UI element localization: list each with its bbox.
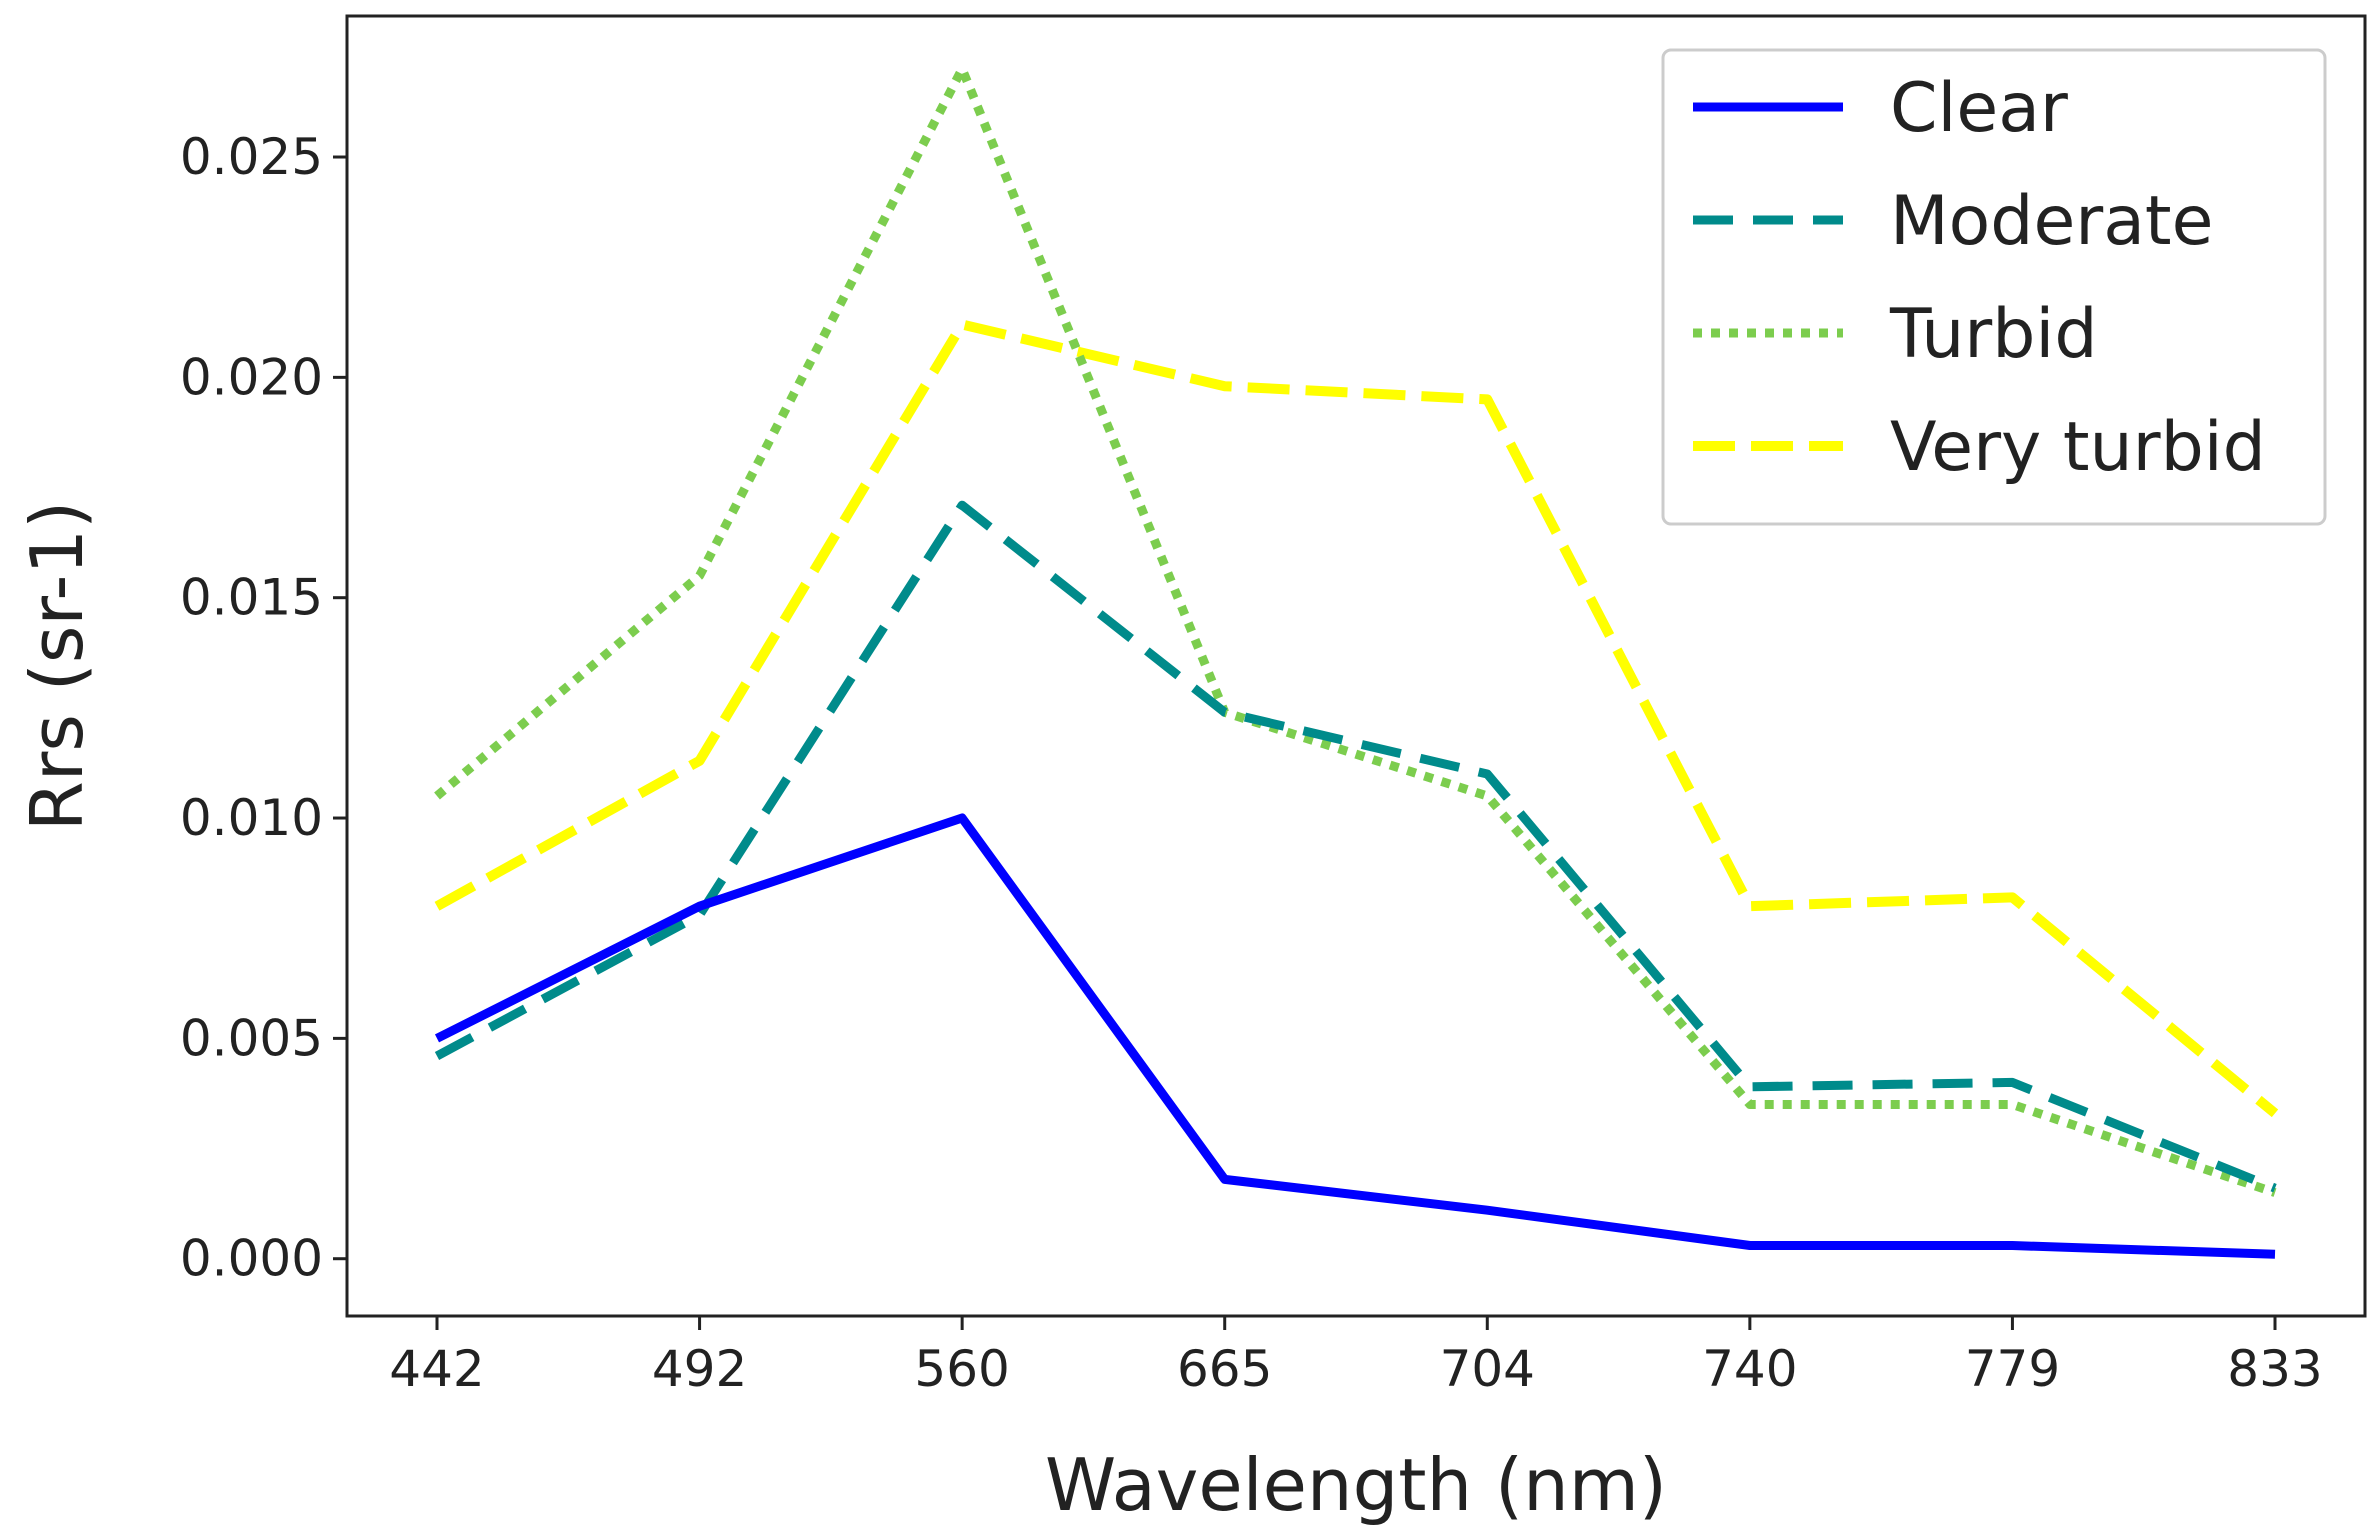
x-tick-label: 779 xyxy=(1965,1340,2060,1398)
legend-label-turbid: Turbid xyxy=(1889,295,2098,374)
y-tick-label: 0.000 xyxy=(180,1230,323,1288)
y-tick-label: 0.025 xyxy=(180,128,323,186)
series-line-very-turbid xyxy=(434,319,2279,1118)
y-axis-title: Rrs (sr-1) xyxy=(15,501,99,832)
x-tick-label: 740 xyxy=(1702,1340,1797,1398)
y-tick-label: 0.015 xyxy=(180,569,323,627)
legend-label-moderate: Moderate xyxy=(1890,182,2213,261)
x-tick-label: 560 xyxy=(914,1340,1009,1398)
y-tick-label: 0.010 xyxy=(180,789,323,847)
series-line-clear xyxy=(434,813,2276,1259)
legend-box xyxy=(1661,48,2327,526)
x-tick-label: 704 xyxy=(1440,1340,1535,1398)
axis-ticks: 442 492 560 665 704 740 779 833 0.000 0.005 0.010 0… xyxy=(180,128,2323,1398)
x-tick-label: 492 xyxy=(652,1340,747,1398)
legend: Clear Moderate Turbid Very turbid xyxy=(1661,48,2327,526)
x-tick-label: 665 xyxy=(1177,1340,1272,1398)
x-tick-label: 442 xyxy=(389,1340,484,1398)
series-line-moderate xyxy=(434,500,2277,1193)
legend-label-very-turbid: Very turbid xyxy=(1890,408,2266,487)
legend-label-clear: Clear xyxy=(1890,69,2068,148)
y-tick-label: 0.020 xyxy=(180,348,323,406)
plot-frame xyxy=(345,14,2367,1318)
series-line-turbid xyxy=(434,64,2277,1197)
x-tick-label: 833 xyxy=(2227,1340,2322,1398)
series-lines xyxy=(434,64,2279,1259)
y-tick-label: 0.005 xyxy=(180,1009,323,1067)
x-axis-title: Wavelength (nm) xyxy=(1045,1443,1667,1527)
